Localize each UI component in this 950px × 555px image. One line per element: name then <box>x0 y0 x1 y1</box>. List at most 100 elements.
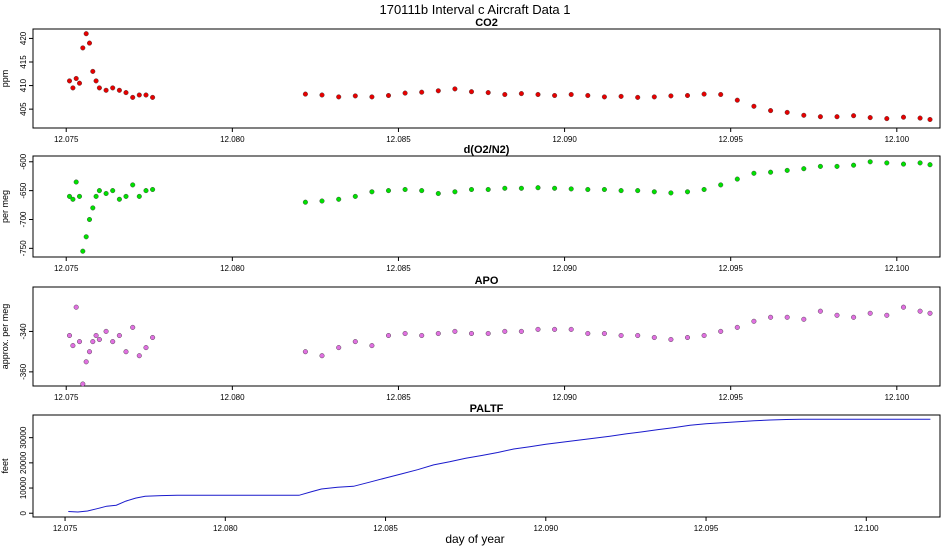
co2-data-point <box>568 91 574 97</box>
d-o2-n2-title: d(O2/N2) <box>464 144 510 156</box>
co2-data-point <box>734 97 740 103</box>
apo-data-point <box>917 308 923 314</box>
co2-x-tick-label: 12.075 <box>54 135 79 144</box>
apo-data-point <box>801 316 807 322</box>
paltf-y-tick-label: 20000 <box>19 451 28 474</box>
d-o2-n2-data-point <box>352 193 358 199</box>
paltf-y-tick-label: 0 <box>19 510 28 515</box>
d-o2-n2-x-tick-label: 12.100 <box>885 264 910 273</box>
apo-data-point <box>150 335 156 341</box>
co2-x-tick-label: 12.090 <box>552 135 577 144</box>
d-o2-n2-data-point <box>86 216 92 222</box>
apo-data-point <box>701 333 707 339</box>
co2-data-point <box>535 91 541 97</box>
co2-data-point <box>93 78 99 84</box>
d-o2-n2-data-point <box>319 198 325 204</box>
apo-data-point <box>419 333 425 339</box>
co2-y-tick-label: 415 <box>19 55 28 69</box>
co2-data-point <box>319 92 325 98</box>
co2-data-point <box>80 45 86 51</box>
apo-data-point <box>386 333 392 339</box>
apo-data-point <box>751 318 757 324</box>
co2-data-point <box>103 87 109 93</box>
co2-data-point <box>150 94 156 100</box>
d-o2-n2-data-point <box>718 182 724 188</box>
d-o2-n2-data-point <box>768 169 774 175</box>
apo-data-point <box>734 324 740 330</box>
d-o2-n2-y-tick-label: -650 <box>19 182 28 199</box>
apo-data-point <box>116 333 122 339</box>
co2-data-point <box>83 31 89 37</box>
d-o2-n2-data-point <box>901 161 907 167</box>
d-o2-n2-data-point <box>734 176 740 182</box>
d-o2-n2-x-tick-label: 12.095 <box>718 264 743 273</box>
d-o2-n2-series <box>66 159 933 254</box>
d-o2-n2-data-point <box>386 188 392 194</box>
d-o2-n2-data-point <box>867 159 873 165</box>
co2-data-point <box>718 91 724 97</box>
apo-data-point <box>73 304 79 310</box>
co2-data-point <box>369 94 375 100</box>
apo-data-point <box>552 326 558 332</box>
co2-data-point <box>402 90 408 96</box>
apo-y-tick-label: -340 <box>19 323 28 340</box>
d-o2-n2-data-point <box>130 182 136 188</box>
d-o2-n2-data-point <box>302 199 308 205</box>
co2-y-tick-label: 410 <box>19 78 28 92</box>
apo-x-tick-label: 12.090 <box>552 393 577 402</box>
apo-data-point <box>352 339 358 345</box>
apo-data-point <box>336 345 342 351</box>
d-o2-n2-y-axis-label: per meg <box>0 190 10 223</box>
x-axis-label: day of year <box>445 532 504 546</box>
d-o2-n2-y-tick-label: -750 <box>19 240 28 257</box>
apo-data-point <box>136 353 142 359</box>
apo-data-point <box>601 331 607 337</box>
apo-data-point <box>319 353 325 359</box>
d-o2-n2-data-point <box>123 193 129 199</box>
co2-data-point <box>701 91 707 97</box>
paltf-y-tick-label: 30000 <box>19 426 28 449</box>
co2-plot-frame <box>32 28 941 129</box>
co2-data-point <box>927 116 933 122</box>
co2-data-point <box>70 85 76 91</box>
panels: CO2 ppm 405 410 415 420 12.075 12.080 12.085 12.0… <box>0 17 941 533</box>
apo-plot-frame <box>32 286 941 387</box>
apo-data-point <box>518 328 524 334</box>
d-o2-n2-data-point <box>96 188 102 194</box>
co2-data-point <box>867 115 873 121</box>
apo-data-point <box>86 349 92 355</box>
co2-data-point <box>901 114 907 120</box>
d-o2-n2-data-point <box>518 185 524 191</box>
d-o2-n2-data-point <box>784 167 790 173</box>
d-o2-n2-data-point <box>402 186 408 192</box>
apo-data-point <box>70 343 76 349</box>
apo-data-point <box>635 333 641 339</box>
paltf-x-tick-label: 12.085 <box>373 524 398 533</box>
d-o2-n2-data-point <box>110 188 116 194</box>
paltf-panel: PALTF feet 0 10000 20000 30000 12.075 12.080 12.… <box>0 403 941 533</box>
co2-data-point <box>618 93 624 99</box>
co2-data-point <box>485 90 491 96</box>
co2-y-tick-label: 420 <box>19 31 28 45</box>
co2-data-point <box>585 92 591 98</box>
apo-x-tick-label: 12.075 <box>54 393 79 402</box>
d-o2-n2-data-point <box>93 193 99 199</box>
paltf-x-tick-label: 12.075 <box>53 524 78 533</box>
d-o2-n2-data-point <box>435 190 441 196</box>
co2-data-point <box>86 40 92 46</box>
paltf-x-tick-label: 12.095 <box>694 524 719 533</box>
co2-panel: CO2 ppm 405 410 415 420 12.075 12.080 12.085 12.0… <box>0 17 941 144</box>
d-o2-n2-data-point <box>568 186 574 192</box>
paltf-title: PALTF <box>470 403 504 415</box>
d-o2-n2-data-point <box>851 162 857 168</box>
apo-data-point <box>452 328 458 334</box>
d-o2-n2-data-point <box>150 186 156 192</box>
apo-data-point <box>143 345 149 351</box>
apo-data-point <box>568 326 574 332</box>
paltf-y-tick-label: 10000 <box>19 476 28 499</box>
d-o2-n2-x-tick-label: 12.080 <box>220 264 245 273</box>
d-o2-n2-plot-frame <box>32 155 941 258</box>
apo-x-tick-label: 12.095 <box>718 393 743 402</box>
d-o2-n2-data-point <box>535 185 541 191</box>
